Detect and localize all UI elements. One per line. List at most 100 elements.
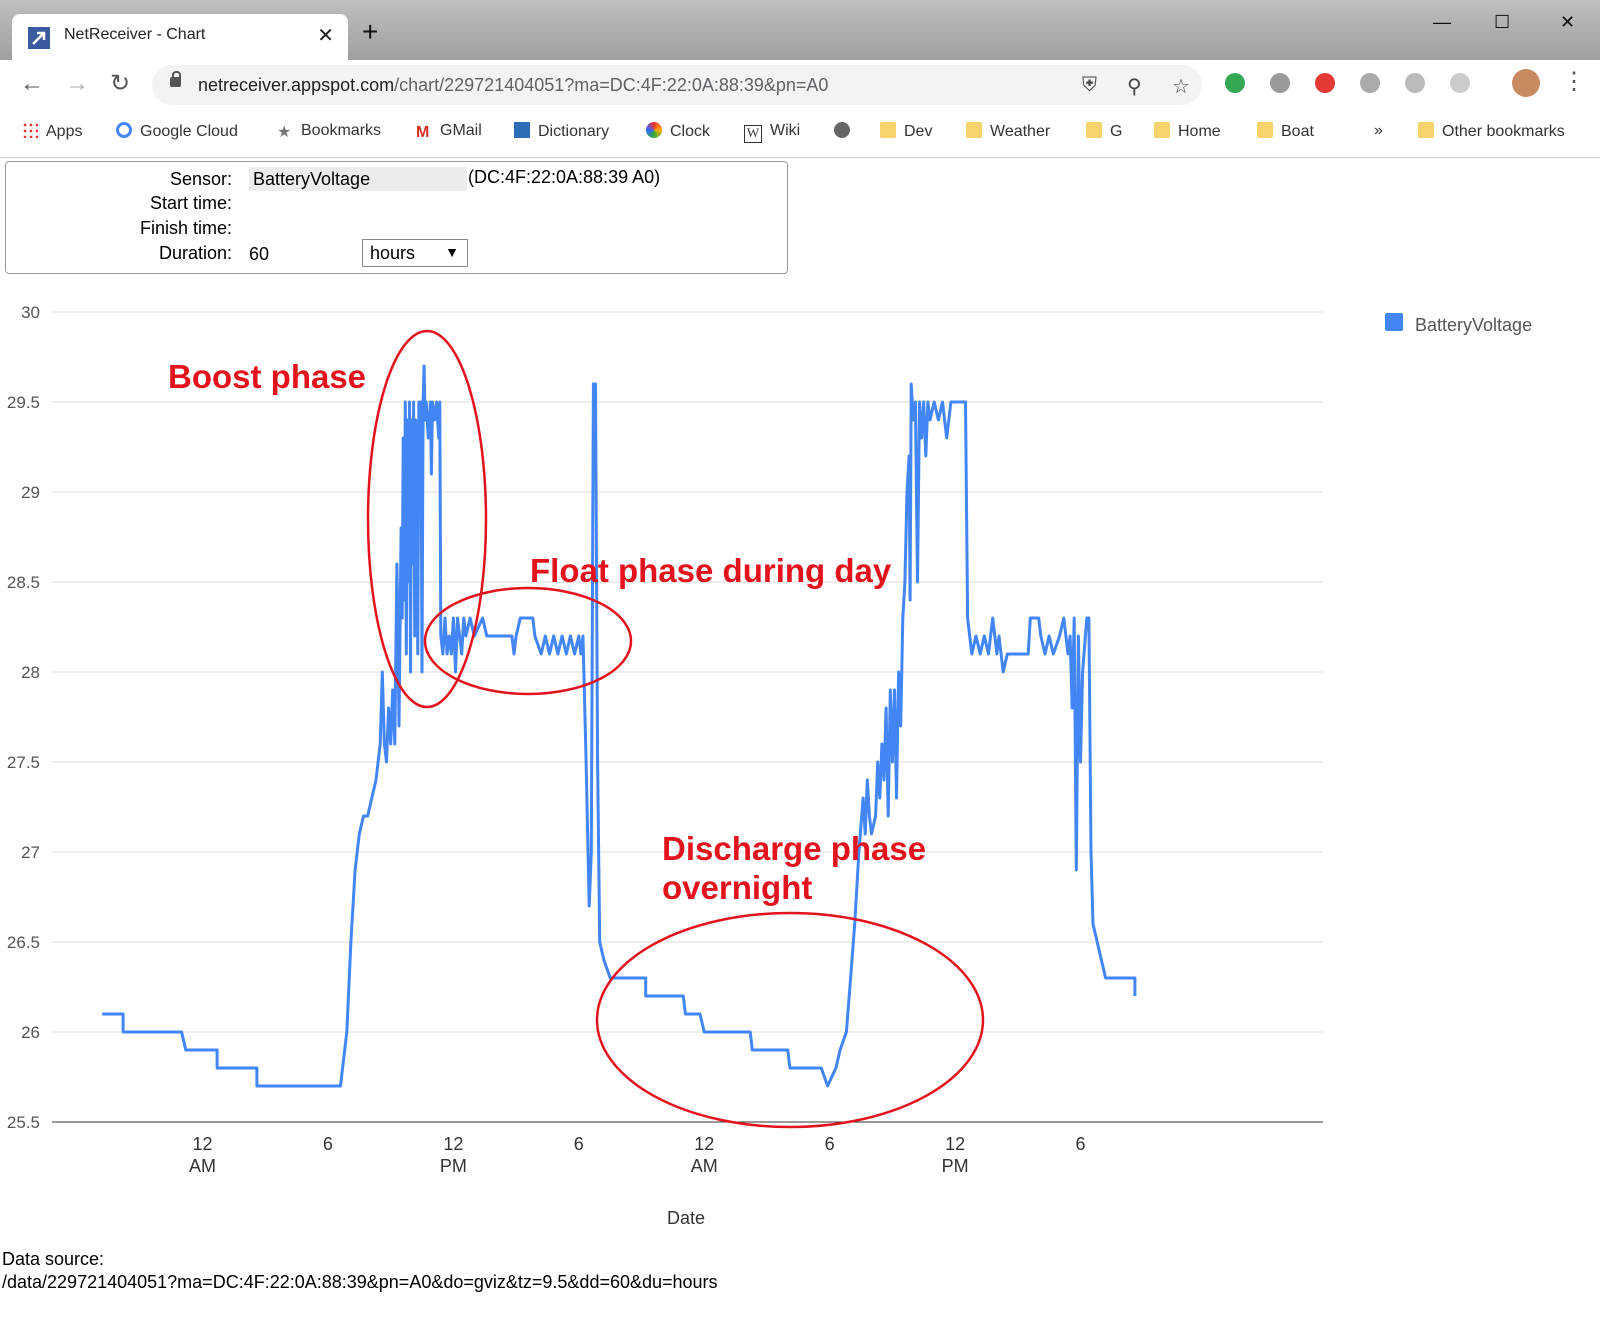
avatar[interactable] xyxy=(1512,69,1540,97)
x-tick-label: 6 xyxy=(574,1134,584,1154)
sensor-id: (DC:4F:22:0A:88:39 A0) xyxy=(468,167,661,187)
shield-icon[interactable]: ⛨ xyxy=(1082,74,1097,96)
x-tick-label: AM xyxy=(189,1156,216,1176)
annotation-float-phase: Float phase during day xyxy=(530,552,892,589)
duration-unit-select[interactable]: hours ▼ xyxy=(362,239,468,267)
new-tab-button[interactable]: + xyxy=(362,16,379,47)
y-axis-labels: 25.5 26 26.5 27 27.5 28 28.5 29 29.5 30 xyxy=(7,303,40,1132)
star-icon: ★ xyxy=(277,124,292,141)
browser-tab[interactable]: NetReceiver - Chart ✕ xyxy=(12,14,348,60)
reload-icon[interactable]: ↻ xyxy=(110,70,131,97)
google-icon[interactable] xyxy=(1270,73,1290,93)
data-source-url: /data/229721404051?ma=DC:4F:22:0A:88:39&… xyxy=(2,1272,718,1292)
duration-label: Duration: xyxy=(158,243,232,263)
folder-icon xyxy=(1154,122,1170,138)
x-tick-label: 12 xyxy=(192,1134,212,1154)
apps-grid-icon xyxy=(22,122,38,138)
menu-dots-icon[interactable]: ⋮ xyxy=(1562,68,1586,95)
duration-value[interactable]: 60 xyxy=(249,244,270,264)
bookmark-google-cloud[interactable]: Google Cloud xyxy=(116,122,238,141)
minimize-icon[interactable]: — xyxy=(1433,12,1451,32)
extension-arrow-icon[interactable] xyxy=(1360,73,1380,93)
x-tick-label: 12 xyxy=(443,1134,463,1154)
dropdown-arrow-icon: ▼ xyxy=(445,244,459,260)
window-close-icon[interactable]: ✕ xyxy=(1560,12,1576,32)
bookmark-weather[interactable]: Weather xyxy=(966,122,1050,141)
data-source-label: Data source: xyxy=(2,1249,105,1269)
bookmark-gmail[interactable]: M GMail xyxy=(416,122,482,141)
float-phase-ellipse xyxy=(423,586,633,696)
bookmark-dictionary[interactable]: Dictionary xyxy=(514,122,609,141)
y-tick-label: 26.5 xyxy=(7,933,40,952)
x-tick-label: 12 xyxy=(945,1134,965,1154)
folder-icon xyxy=(1418,122,1434,138)
bookmark-bookmarks[interactable]: ★ Bookmarks xyxy=(277,122,382,141)
browser-toolbar: ← → ↻ netreceiver.appspot.com/chart/2297… xyxy=(0,60,1600,112)
extension-red-icon[interactable] xyxy=(1315,73,1335,93)
maximize-icon[interactable]: ☐ xyxy=(1494,12,1511,32)
gmail-icon: M xyxy=(416,124,430,141)
y-tick-label: 28.5 xyxy=(7,573,40,592)
start-time-label: Start time: xyxy=(149,193,232,213)
chat-icon[interactable] xyxy=(1450,73,1470,93)
dictionary-icon xyxy=(514,122,530,138)
sensor-field[interactable]: BatteryVoltage xyxy=(249,167,467,191)
y-tick-label: 25.5 xyxy=(7,1113,40,1132)
bookmark-apps[interactable]: Apps xyxy=(22,122,82,141)
duration-unit-value: hours xyxy=(370,243,416,263)
folder-icon xyxy=(966,122,982,138)
grid-lines xyxy=(52,311,1323,1123)
y-tick-label: 27.5 xyxy=(7,753,40,772)
y-tick-label: 27 xyxy=(21,843,40,862)
lock-icon xyxy=(170,71,181,87)
annotation-boost-phase: Boost phase xyxy=(168,358,366,395)
bookmark-dev[interactable]: Dev xyxy=(880,122,932,141)
discharge-phase-ellipse xyxy=(595,911,985,1129)
x-axis-title: Date xyxy=(667,1208,705,1228)
y-tick-label: 28 xyxy=(21,663,40,682)
folder-icon xyxy=(880,122,896,138)
extension-icon[interactable] xyxy=(1405,73,1425,93)
sensor-label: Sensor: xyxy=(169,169,232,189)
y-tick-label: 26 xyxy=(21,1023,40,1042)
google-cloud-icon xyxy=(116,122,132,138)
drive-icon[interactable] xyxy=(1225,73,1245,93)
folder-icon xyxy=(1086,122,1102,138)
series-line-battery-voltage xyxy=(102,364,1137,1088)
boost-phase-ellipse xyxy=(366,329,488,709)
tab-title: NetReceiver - Chart xyxy=(64,26,206,43)
folder-icon xyxy=(1257,122,1273,138)
address-bar[interactable]: netreceiver.appspot.com/chart/2297214040… xyxy=(152,65,1202,105)
more-bookmarks-icon[interactable]: » xyxy=(1374,122,1383,139)
bookmark-clock[interactable]: Clock xyxy=(646,122,710,141)
url-text: netreceiver.appspot.com/chart/2297214040… xyxy=(198,75,829,95)
forward-icon[interactable]: → xyxy=(65,70,89,97)
zoom-icon[interactable]: ⚲ xyxy=(1127,76,1142,98)
bookmark-home[interactable]: Home xyxy=(1154,122,1221,141)
bookmark-g[interactable]: G xyxy=(1086,122,1122,141)
legend-swatch xyxy=(1385,313,1403,331)
x-tick-label: 12 xyxy=(694,1134,714,1154)
y-tick-label: 30 xyxy=(21,303,40,322)
legend-label: BatteryVoltage xyxy=(1415,315,1532,335)
y-tick-label: 29.5 xyxy=(7,393,40,412)
finish-time-label: Finish time: xyxy=(139,218,232,238)
star-icon[interactable]: ☆ xyxy=(1172,76,1190,98)
x-tick-label: AM xyxy=(691,1156,718,1176)
tab-close-icon[interactable]: ✕ xyxy=(317,25,334,47)
bookmark-other[interactable]: Other bookmarks xyxy=(1418,122,1565,141)
netreceiver-favicon xyxy=(28,27,50,49)
x-tick-label: 6 xyxy=(323,1134,333,1154)
legend: BatteryVoltage xyxy=(1385,313,1532,335)
globe-bookmark[interactable] xyxy=(834,122,858,141)
bookmark-boat[interactable]: Boat xyxy=(1257,122,1314,141)
wikipedia-icon: W xyxy=(744,125,762,143)
annotations: Boost phase Float phase during day Disch… xyxy=(168,329,985,1129)
chart-controls: Sensor: BatteryVoltage (DC:4F:22:0A:88:3… xyxy=(5,161,788,274)
globe-icon xyxy=(834,122,850,138)
browser-chrome: NetReceiver - Chart ✕ + — ☐ ✕ ← → ↻ netr… xyxy=(0,0,1600,158)
x-tick-label: PM xyxy=(942,1156,969,1176)
bookmark-wiki[interactable]: W Wiki xyxy=(744,122,800,143)
back-icon[interactable]: ← xyxy=(20,70,44,97)
clock-icon xyxy=(646,122,662,138)
